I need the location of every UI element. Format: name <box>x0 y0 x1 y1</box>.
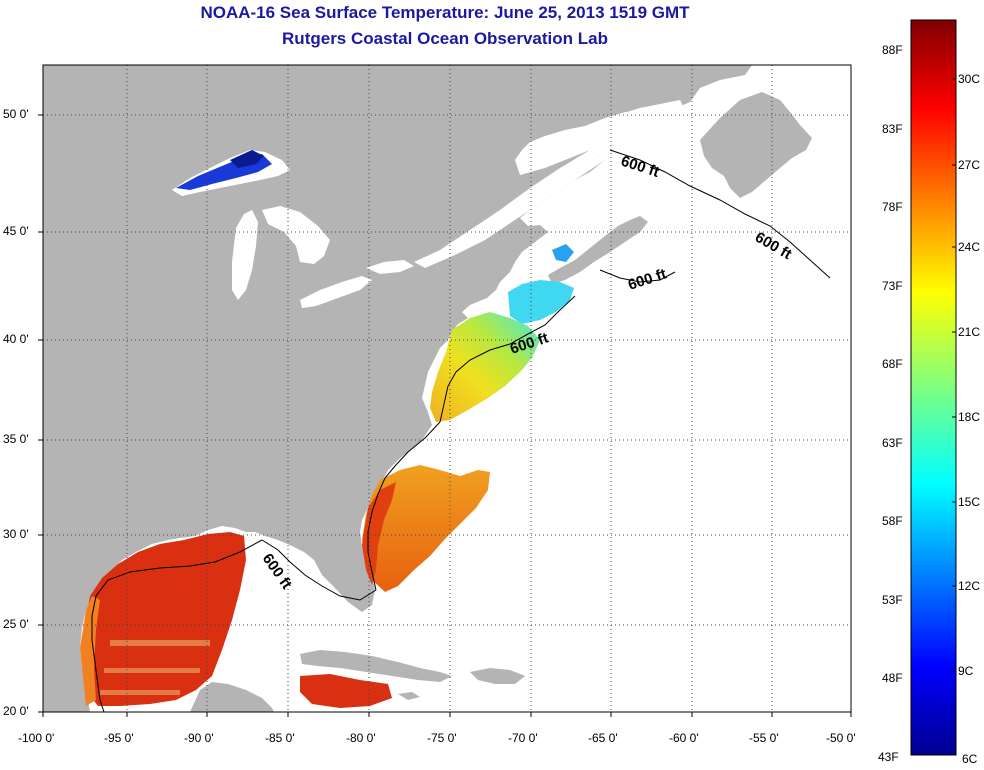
sst-gulf-of-maine-cold <box>552 244 574 262</box>
colorbar-c-label: 12C <box>958 579 981 593</box>
sst-gulf-stream-core <box>362 482 396 585</box>
land-cuba <box>300 650 452 682</box>
lon-tick-label: -55 0' <box>749 731 779 745</box>
map-title: NOAA-16 Sea Surface Temperature: June 25… <box>200 3 690 22</box>
colorbar-f-label: 83F <box>882 122 903 136</box>
colorbar-c-label: 27C <box>958 158 981 172</box>
map-subtitle: Rutgers Coastal Ocean Observation Lab <box>282 29 608 48</box>
lat-tick-label: 35 0' <box>3 432 29 446</box>
colorbar-c-label: 9C <box>958 664 974 678</box>
lat-tick-label: 45 0' <box>3 224 29 238</box>
isobath-600ft <box>91 149 831 712</box>
land-jamaica <box>398 692 420 700</box>
land-yucatan <box>190 682 274 712</box>
sst-southeast-offshore <box>362 465 490 592</box>
lake-erie <box>300 276 372 308</box>
st-lawrence <box>414 150 605 268</box>
colorbar-f-label: 53F <box>882 593 903 607</box>
lon-tick-label: -95 0' <box>104 731 134 745</box>
sst-caribbean <box>300 674 392 708</box>
sst-mid-atlantic <box>430 312 540 422</box>
sst-gulf-of-maine <box>508 280 574 324</box>
colorbar-c-label: 21C <box>958 325 981 339</box>
lon-tick-label: -80 0' <box>346 731 376 745</box>
colorbar-f-label: 78F <box>882 200 903 214</box>
lat-tick-label: 40 0' <box>3 332 29 346</box>
sst-gulf-texture <box>100 640 210 695</box>
lat-tick-label: 30 0' <box>3 527 29 541</box>
colorbar-f-label: 88F <box>882 43 903 57</box>
lon-tick-label: -100 0' <box>18 731 55 745</box>
colorbar-f-label: 73F <box>882 279 903 293</box>
lat-tick-label: 25 0' <box>3 617 29 631</box>
hudson-bay-edge <box>520 100 700 175</box>
colorbar-c-label: 30C <box>958 72 981 86</box>
colorbar-f-label: 63F <box>882 436 903 450</box>
sst-gulf-of-mexico-shelf <box>80 596 100 706</box>
lon-tick-label: -90 0' <box>184 731 214 745</box>
map-grid <box>43 65 851 712</box>
lat-tick-label: 50 0' <box>3 107 29 121</box>
lon-tick-label: -65 0' <box>588 731 618 745</box>
land-nova-scotia <box>548 216 648 284</box>
colorbar-f-label: 43F <box>878 750 899 764</box>
colorbar-f-label: 48F <box>882 671 903 685</box>
colorbar-f-label: 58F <box>882 514 903 528</box>
lake-huron <box>262 206 330 264</box>
lon-tick-label: -60 0' <box>669 731 699 745</box>
sst-gulf-of-mexico <box>82 532 246 706</box>
sst-lake-superior-deep <box>230 150 264 168</box>
lon-tick-label: -75 0' <box>427 731 457 745</box>
lake-ontario <box>366 260 414 274</box>
colorbar-c-label: 6C <box>962 752 978 766</box>
lat-tick-label: 20 0' <box>3 704 29 718</box>
colorbar-c-label: 15C <box>958 495 981 509</box>
colorbar-c-label: 18C <box>958 410 981 424</box>
lon-tick-label: -70 0' <box>508 731 538 745</box>
colorbar-f-label: 68F <box>882 357 903 371</box>
land-hispaniola <box>470 668 525 684</box>
land-north-america <box>43 65 752 712</box>
lon-tick-label: -85 0' <box>265 731 295 745</box>
land-newfoundland <box>700 92 812 198</box>
lon-tick-label: -50 0' <box>826 731 856 745</box>
colorbar-c-label: 24C <box>958 240 981 254</box>
